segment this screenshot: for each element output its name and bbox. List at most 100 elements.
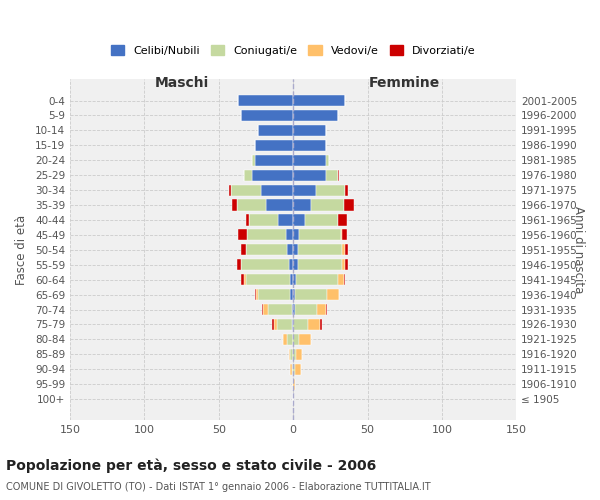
Bar xyxy=(298,244,343,256)
Bar xyxy=(241,274,244,285)
Bar xyxy=(293,200,311,210)
Bar xyxy=(293,274,296,285)
Bar xyxy=(346,244,349,256)
Bar xyxy=(287,334,293,345)
Bar xyxy=(293,125,326,136)
Bar xyxy=(293,244,298,256)
Bar xyxy=(328,289,340,300)
Bar xyxy=(283,334,287,345)
Bar xyxy=(293,214,305,226)
Bar xyxy=(244,274,245,285)
Bar xyxy=(295,304,317,315)
Bar xyxy=(338,214,347,226)
Bar xyxy=(229,184,231,196)
Bar xyxy=(254,140,293,151)
Bar xyxy=(346,184,349,196)
Bar xyxy=(296,274,338,285)
Bar xyxy=(293,289,295,300)
Bar xyxy=(338,274,344,285)
Bar xyxy=(277,319,292,330)
Bar xyxy=(290,348,293,360)
Text: Popolazione per età, sesso e stato civile - 2006: Popolazione per età, sesso e stato civil… xyxy=(6,458,376,473)
Bar xyxy=(293,319,308,330)
Bar xyxy=(241,244,245,256)
Bar xyxy=(308,319,320,330)
Bar xyxy=(293,304,295,315)
Bar xyxy=(341,230,343,240)
Bar xyxy=(296,348,302,360)
Bar xyxy=(290,364,292,375)
Bar xyxy=(260,184,293,196)
Bar xyxy=(343,244,346,256)
Bar xyxy=(263,304,268,315)
Bar xyxy=(293,110,338,121)
Bar xyxy=(326,154,329,166)
Bar xyxy=(289,348,290,360)
Bar xyxy=(290,274,293,285)
Bar xyxy=(293,154,326,166)
Bar xyxy=(344,200,354,210)
Bar xyxy=(293,378,295,390)
Bar xyxy=(320,319,322,330)
Bar xyxy=(262,304,263,315)
Bar xyxy=(292,364,293,375)
Bar xyxy=(266,200,293,210)
Bar xyxy=(278,214,293,226)
Bar xyxy=(287,244,293,256)
Bar xyxy=(316,184,346,196)
Bar xyxy=(293,230,299,240)
Bar xyxy=(238,230,247,240)
Bar xyxy=(290,289,293,300)
Bar xyxy=(293,259,298,270)
Text: COMUNE DI GIVOLETTO (TO) - Dati ISTAT 1° gennaio 2006 - Elaborazione TUTTITALIA.: COMUNE DI GIVOLETTO (TO) - Dati ISTAT 1°… xyxy=(6,482,431,492)
Bar xyxy=(256,289,257,300)
Bar xyxy=(344,274,346,285)
Bar xyxy=(245,274,290,285)
Bar xyxy=(311,200,344,210)
Bar xyxy=(292,319,293,330)
Bar xyxy=(338,170,340,181)
Bar xyxy=(289,259,293,270)
Y-axis label: Fasce di età: Fasce di età xyxy=(15,215,28,285)
Bar xyxy=(299,334,311,345)
Bar xyxy=(293,334,299,345)
Bar xyxy=(238,95,293,106)
Bar xyxy=(293,348,296,360)
Bar xyxy=(231,184,260,196)
Bar xyxy=(237,259,241,270)
Bar xyxy=(343,230,347,240)
Bar xyxy=(293,140,326,151)
Bar xyxy=(305,214,338,226)
Bar xyxy=(268,304,292,315)
Bar xyxy=(293,170,326,181)
Legend: Celibi/Nubili, Coniugati/e, Vedovi/e, Divorziati/e: Celibi/Nubili, Coniugati/e, Vedovi/e, Di… xyxy=(107,41,480,60)
Bar xyxy=(237,200,266,210)
Bar xyxy=(343,259,346,270)
Bar xyxy=(232,200,237,210)
Bar xyxy=(293,95,346,106)
Bar xyxy=(245,244,287,256)
Bar xyxy=(293,184,316,196)
Bar xyxy=(272,319,274,330)
Y-axis label: Anni di nascita: Anni di nascita xyxy=(572,206,585,294)
Bar xyxy=(247,230,286,240)
Bar xyxy=(254,289,256,300)
Bar xyxy=(295,289,328,300)
Bar xyxy=(251,154,254,166)
Bar xyxy=(299,230,341,240)
Text: Femmine: Femmine xyxy=(369,76,440,90)
Bar xyxy=(248,214,278,226)
Bar xyxy=(254,154,293,166)
Bar xyxy=(326,170,338,181)
Bar xyxy=(298,259,343,270)
Bar xyxy=(245,214,248,226)
Bar xyxy=(251,170,293,181)
Text: Maschi: Maschi xyxy=(155,76,209,90)
Bar xyxy=(317,304,326,315)
Bar xyxy=(257,289,290,300)
Bar xyxy=(257,125,293,136)
Bar xyxy=(346,259,349,270)
Bar xyxy=(241,259,289,270)
Bar xyxy=(292,304,293,315)
Bar xyxy=(326,304,328,315)
